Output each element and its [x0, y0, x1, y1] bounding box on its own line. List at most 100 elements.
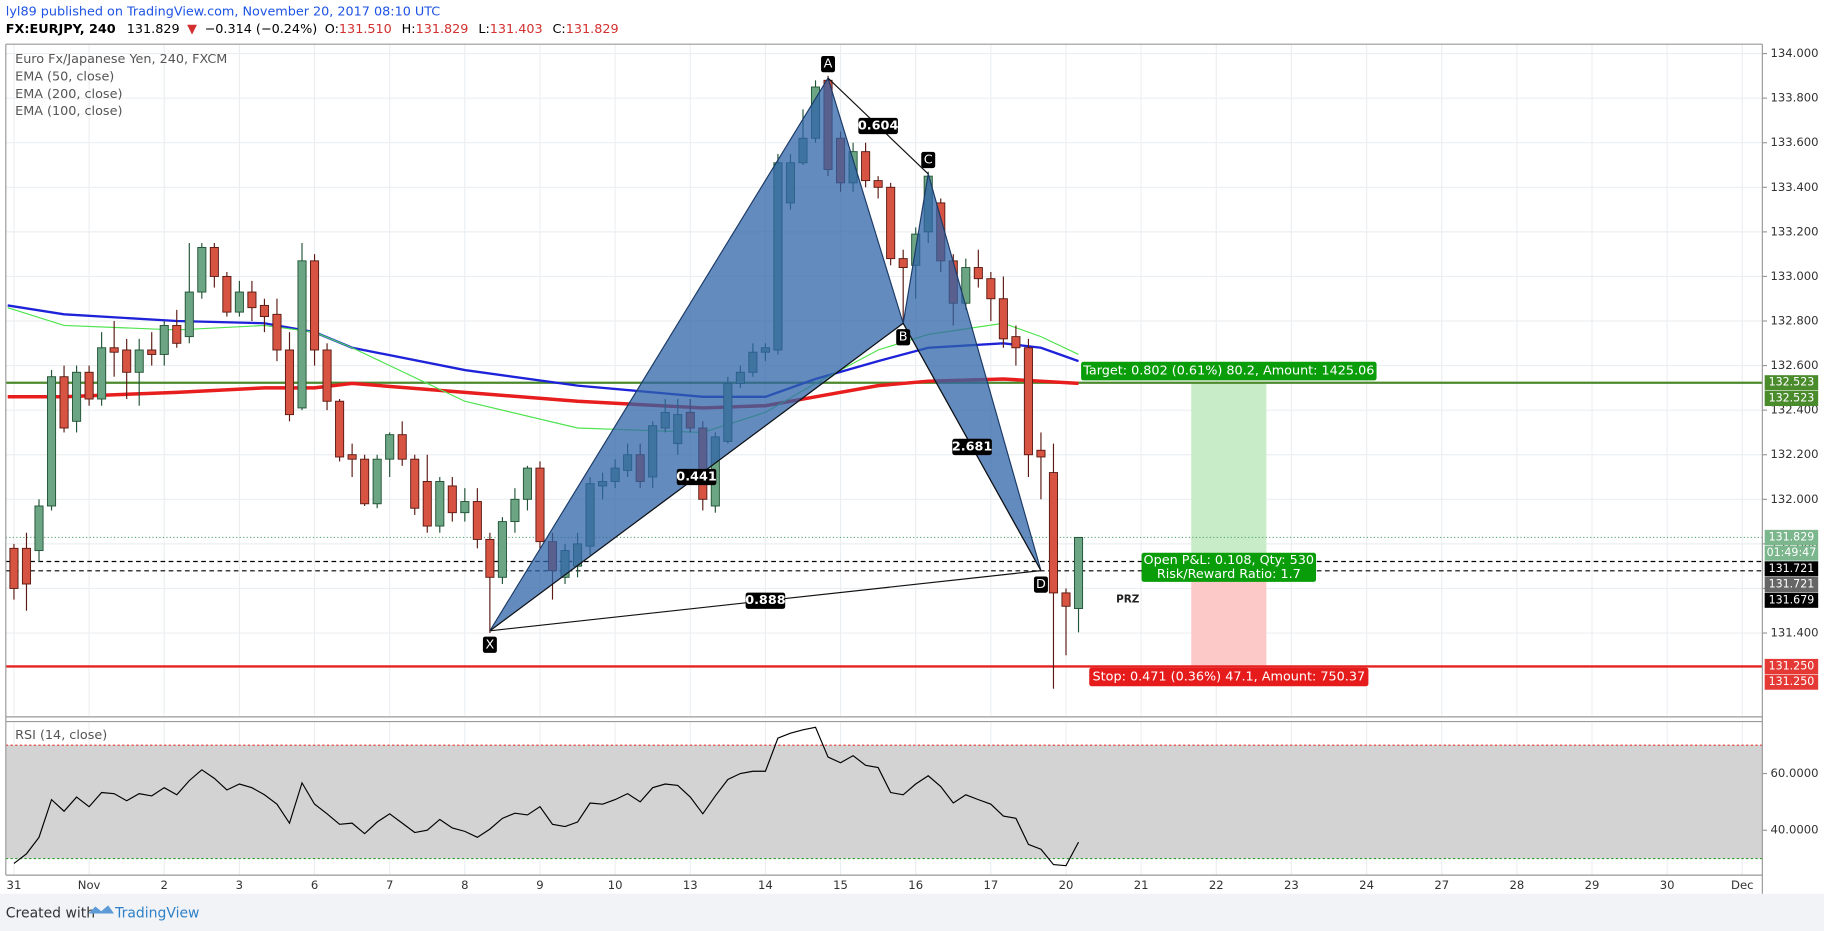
last-price: 131.829 — [127, 22, 180, 37]
candle-body — [535, 467, 545, 543]
candle-body — [998, 298, 1008, 340]
rsi-band — [5, 745, 1763, 859]
candle-body — [335, 400, 345, 458]
ohlc-value: 131.403 — [490, 22, 543, 37]
y-tick-label: 133.600 — [1770, 135, 1818, 149]
candle-body — [886, 186, 896, 260]
chart-title: Euro Fx/Japanese Yen, 240, FXCM — [15, 52, 227, 67]
candle-body — [510, 498, 520, 523]
candle-body — [34, 505, 44, 552]
x-tick-label: 30 — [1660, 878, 1675, 892]
overlay-layer: 31 Nov 2 3 6 7 8 9 10 13 14 15 16 17 20 21 22 23 24 27 28 29 3… — [7, 46, 1819, 892]
x-tick-label: 27 — [1434, 878, 1449, 892]
legend-entry: EMA (100, close) — [15, 104, 122, 119]
symbol: FX:EURJPY, 240 — [6, 22, 116, 37]
candle-body — [147, 349, 157, 355]
x-tick-label: Nov — [78, 878, 101, 892]
ohlc-value: 131.510 — [339, 22, 392, 37]
x-tick-label: 13 — [683, 878, 698, 892]
ratio-label: 0.604 — [858, 119, 899, 134]
footer-bar — [0, 893, 1824, 931]
candle-body — [1061, 592, 1071, 607]
point-box — [821, 55, 836, 73]
candle-body — [973, 267, 983, 280]
symbol-line: FX:EURJPY, 240 131.829 ▼ −0.314 (−0.24%)… — [6, 22, 619, 37]
x-tick-label: 9 — [536, 878, 543, 892]
candle-body — [422, 481, 432, 527]
x-tick-label: 22 — [1209, 878, 1224, 892]
footer-brand[interactable]: TradingView — [114, 906, 199, 922]
x-tick-label: 8 — [461, 878, 468, 892]
rsi-tick-label: 60.0000 — [1770, 766, 1818, 780]
candle-body — [435, 481, 445, 527]
change: −0.314 (−0.24%) — [205, 22, 318, 37]
x-tick-label: Dec — [1731, 878, 1753, 892]
legend-entry: EMA (50, close) — [15, 69, 114, 84]
change-arrow: ▼ — [187, 22, 197, 37]
y-tick-label: 131.400 — [1770, 626, 1818, 640]
ohlc-label: L: — [478, 22, 489, 37]
annotation: PRZ — [1116, 594, 1140, 606]
y-tick-label: 132.800 — [1770, 314, 1818, 328]
candle-body — [122, 349, 132, 373]
rsi-tick-label: 40.0000 — [1770, 823, 1818, 837]
price-tag-label: 131.250 — [1769, 675, 1815, 688]
point-box — [482, 636, 497, 653]
y-tick-label: 133.800 — [1770, 91, 1818, 105]
candle-body — [109, 347, 119, 353]
x-tick-label: 7 — [386, 878, 393, 892]
author[interactable]: lyl89 published on TradingView.com, Nove… — [6, 4, 440, 19]
candle-body — [1073, 536, 1084, 609]
candle-body — [284, 349, 295, 416]
candle-body — [410, 458, 420, 509]
price-tag-label: 131.679 — [1769, 593, 1815, 606]
candle-body — [1048, 472, 1059, 594]
candle-body — [134, 349, 144, 373]
target-label: Target: 0.802 (0.61%) 80.2, Amount: 1425… — [1082, 364, 1374, 379]
y-tick-label: 134.000 — [1770, 46, 1818, 60]
candle-body — [1036, 449, 1046, 458]
candle-body — [222, 275, 232, 313]
x-tick-label: 2 — [161, 878, 168, 892]
candle-body — [522, 467, 532, 500]
candle-body — [873, 180, 883, 188]
rsi-line — [13, 726, 1080, 867]
candle-body — [385, 434, 395, 460]
price-tag — [1764, 545, 1819, 561]
pnl-label: Open P&L: 0.108, Qty: 530 — [1144, 553, 1315, 568]
candle-body — [197, 247, 207, 293]
candle-body — [310, 260, 320, 351]
price-tag-label: 131.250 — [1769, 659, 1815, 672]
point-box — [1033, 576, 1048, 593]
y-tick-label: 132.200 — [1770, 447, 1818, 461]
candle-body — [259, 304, 269, 318]
x-tick-label: 15 — [833, 878, 848, 892]
candle-body — [861, 151, 871, 182]
price-tag-label: 131.829 — [1769, 530, 1815, 543]
y-tick-label: 132.600 — [1770, 358, 1818, 372]
candle-body — [297, 260, 307, 409]
x-tick-label: 29 — [1585, 878, 1600, 892]
price-tag-label: 132.523 — [1769, 376, 1815, 389]
x-tick-label: 24 — [1359, 878, 1374, 892]
legend-entry: EMA (200, close) — [15, 87, 122, 102]
candle-body — [497, 521, 507, 578]
ratio-box — [745, 592, 786, 609]
y-tick-label: 133.200 — [1770, 224, 1818, 238]
price-tag — [1764, 592, 1819, 608]
x-tick-label: 6 — [311, 878, 318, 892]
x-tick-label: 20 — [1059, 878, 1074, 892]
ohlc-label: H: — [402, 22, 416, 37]
candle-body — [1023, 347, 1033, 456]
candle-body — [234, 291, 244, 313]
published-line: lyl89 published on TradingView.com, Nove… — [6, 4, 440, 19]
candle-body — [485, 538, 495, 578]
price-tag — [1764, 674, 1819, 690]
price-tag — [1764, 561, 1819, 577]
risk-reward-label: Risk/Reward Ratio: 1.7 — [1157, 567, 1301, 582]
price-tag-label: 131.721 — [1769, 562, 1815, 575]
candle-body — [372, 458, 382, 505]
ratio-label: 2.681 — [952, 439, 993, 454]
